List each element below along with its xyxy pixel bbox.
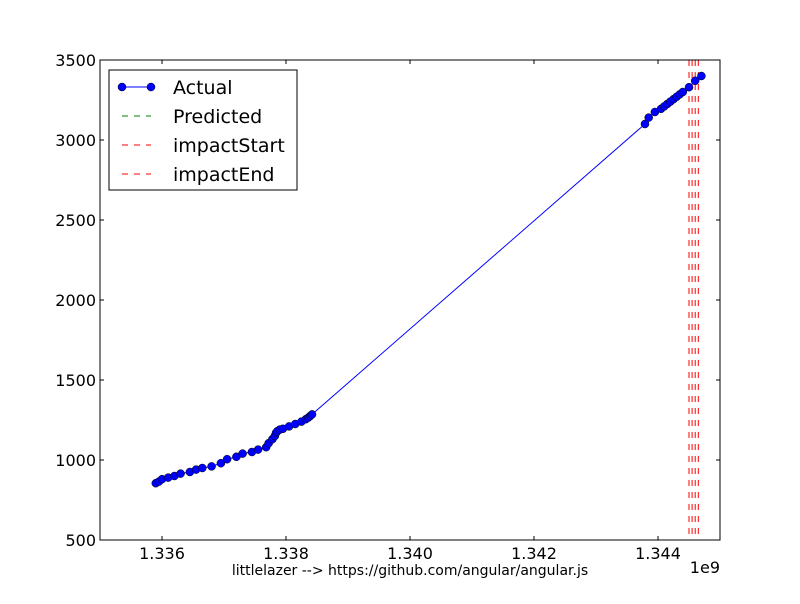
legend-label-impactEnd: impactEnd [173, 164, 275, 186]
axes-layer: 1.336 1.338 1.340 1.342 1.344 500 1000 1500 2000… [55, 51, 721, 563]
legend-box [108, 69, 298, 191]
data-point [198, 463, 207, 473]
legend-label-Actual: Actual [173, 77, 233, 99]
data-point [697, 71, 706, 81]
x-tick-label: 1.340 [387, 544, 433, 563]
data-point [640, 119, 650, 129]
data-point [644, 113, 653, 122]
legend-label-impactStart: impactStart [173, 135, 285, 157]
legend-marker-Actual [117, 82, 127, 92]
data-point [678, 87, 688, 97]
data-point [222, 454, 232, 464]
y-tick-label: 2500 [55, 211, 96, 230]
data-point [253, 445, 263, 454]
legend-marker-Actual [146, 82, 156, 92]
data-point [238, 449, 247, 458]
data-point [176, 469, 185, 478]
y-tick-label: 2000 [55, 291, 96, 310]
x-tick-label: 1.338 [263, 544, 309, 563]
series-layer [151, 60, 706, 540]
y-tick-label: 3500 [55, 51, 96, 70]
x-tick-label: 1.342 [511, 544, 557, 563]
data-point [207, 462, 216, 471]
y-tick-label: 500 [65, 531, 96, 550]
x-tick-label: 1.344 [635, 544, 681, 563]
data-point [684, 82, 694, 92]
x-tick-label: 1.336 [139, 544, 185, 563]
x-axis-label: littlelazer --> https://github.com/angul… [232, 563, 588, 579]
y-tick-label: 1500 [55, 371, 96, 390]
data-point [690, 76, 700, 86]
legend: Actual Predicted impactStart impactEnd [108, 69, 298, 191]
legend-label-Predicted: Predicted [173, 106, 262, 128]
y-tick-label: 1000 [55, 451, 96, 470]
y-tick-label: 3000 [55, 131, 96, 150]
data-point [307, 410, 317, 419]
data-point [216, 458, 226, 468]
x-axis-offset-label: 1e9 [690, 558, 720, 577]
